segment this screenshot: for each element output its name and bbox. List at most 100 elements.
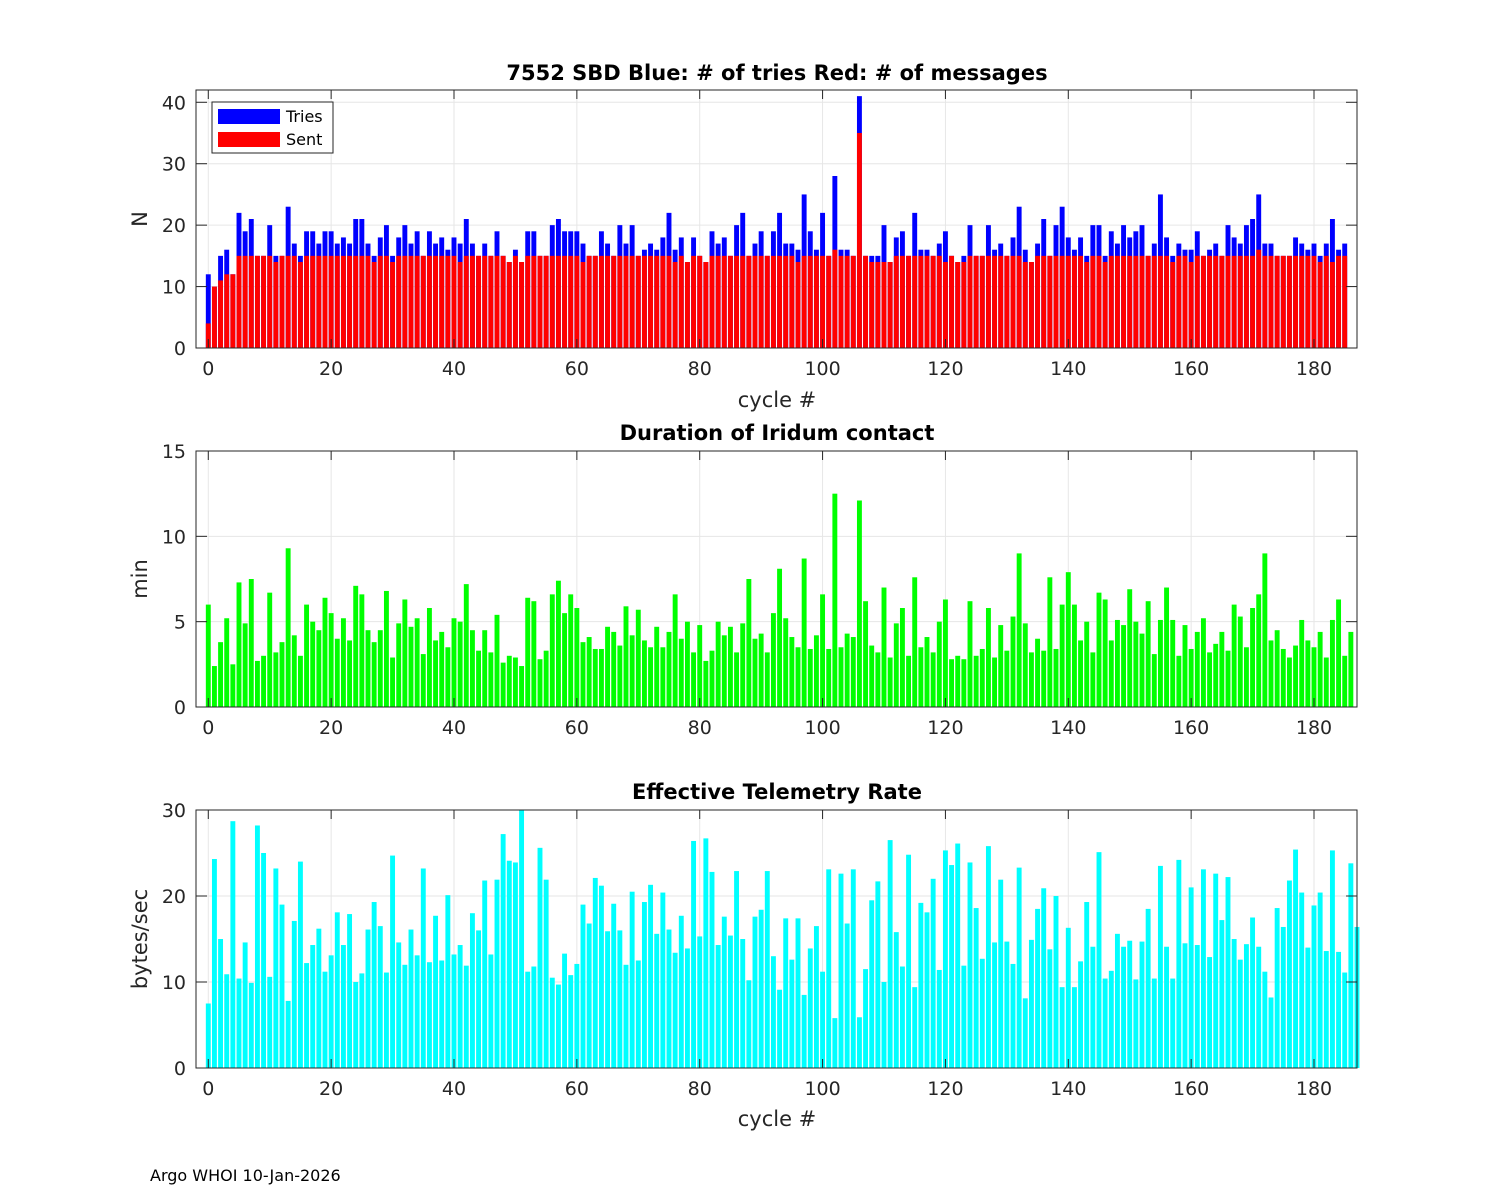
sbd-x-tick-label: 0 (202, 358, 214, 380)
duration-bar-duration (1164, 587, 1170, 707)
duration-bar-duration (285, 548, 291, 707)
duration-bar-duration (936, 621, 942, 707)
duration-bar-duration (322, 597, 328, 707)
rate-bar-rate (893, 932, 899, 1068)
duration-bar-duration (433, 640, 439, 707)
sbd-bar-sent (1219, 255, 1225, 348)
duration-bar-duration (316, 630, 322, 707)
rate-bar-rate (580, 904, 586, 1068)
sbd-bar-sent (218, 280, 224, 348)
duration-bar-duration (1280, 648, 1286, 707)
sbd-bar-sent (641, 255, 647, 348)
rate-bar-rate (1041, 888, 1047, 1068)
duration-bar-duration (1286, 657, 1292, 707)
sbd-bar-sent (801, 255, 807, 348)
sbd-bar-sent (371, 262, 377, 348)
sbd-bar-sent (979, 255, 985, 348)
sbd-bar-sent (1164, 255, 1170, 348)
rate-bar-rate (1139, 941, 1145, 1068)
rate-bar-rate (512, 862, 518, 1068)
rate-bar-rate (224, 974, 230, 1068)
rate-bar-rate (322, 971, 328, 1068)
duration-bar-duration (1342, 655, 1348, 707)
sbd-x-tick-label: 160 (1173, 358, 1209, 380)
sbd-bar-sent (930, 255, 936, 348)
rate-bar-rate (1004, 941, 1010, 1068)
rate-bar-rate (783, 918, 789, 1068)
rate-bar-rate (328, 955, 334, 1068)
sbd-bar-sent (973, 255, 979, 348)
duration-bar-duration (568, 594, 574, 707)
duration-bar-duration (273, 652, 279, 707)
duration-bar-duration (519, 666, 525, 707)
rate-bar-rate (230, 821, 236, 1068)
duration-bar-duration (1090, 652, 1096, 707)
sbd-bar-sent (672, 262, 678, 348)
sbd-bar-sent (531, 255, 537, 348)
duration-x-tick-label: 100 (804, 717, 840, 739)
rate-x-tick-label: 100 (804, 1078, 840, 1100)
rate-bar-rate (875, 881, 881, 1068)
rate-bar-rate (211, 859, 217, 1068)
sbd-bar-sent (758, 255, 764, 348)
sbd-bar-sent (1059, 255, 1065, 348)
rate-x-tick-label: 160 (1173, 1078, 1209, 1100)
sbd-bar-sent (1108, 255, 1114, 348)
duration-x-tick-label: 140 (1050, 717, 1086, 739)
rate-bar-rate (777, 989, 783, 1068)
sbd-bar-sent (1078, 255, 1084, 348)
sbd-tries-panel: 7552 SBD Blue: # of tries Red: # of mess… (128, 61, 1358, 412)
sbd-bar-sent (881, 262, 887, 348)
rate-x-tick-label: 60 (565, 1078, 589, 1100)
duration-bar-duration (985, 608, 991, 707)
rate-bar-rate (463, 965, 469, 1068)
sbd-bar-sent (727, 255, 733, 348)
rate-bar-rate (740, 939, 746, 1068)
duration-bar-duration (1213, 643, 1219, 707)
sbd-bar-sent (377, 255, 383, 348)
duration-bar-duration (1336, 599, 1342, 707)
rate-x-axis-label: cycle # (738, 1107, 817, 1131)
sbd-x-tick-label: 180 (1296, 358, 1332, 380)
duration-bar-duration (211, 666, 217, 707)
rate-bar-rate (445, 895, 451, 1068)
sbd-bar-sent (1243, 255, 1249, 348)
rate-bar-rate (1348, 863, 1354, 1068)
duration-bar-duration (426, 608, 432, 707)
sbd-bar-sent (1096, 255, 1102, 348)
duration-bar-duration (531, 601, 537, 707)
duration-bar-duration (617, 645, 623, 707)
rate-bar-rate (353, 982, 359, 1068)
duration-bar-duration (1176, 655, 1182, 707)
rate-bar-rate (1317, 892, 1323, 1068)
sbd-bar-sent (519, 262, 525, 348)
sbd-bar-sent (1280, 255, 1286, 348)
sbd-bar-sent (316, 255, 322, 348)
rate-bar-rate (906, 854, 912, 1068)
sbd-bar-sent (912, 255, 918, 348)
sbd-bar-sent (844, 255, 850, 348)
duration-bar-duration (1299, 619, 1305, 707)
rate-bar-rate (1237, 959, 1243, 1068)
rate-bar-rate (1059, 987, 1065, 1068)
sbd-bar-sent (580, 262, 586, 348)
duration-bar-duration (1293, 645, 1299, 707)
duration-bar-duration (752, 638, 758, 707)
sbd-bar-sent (1176, 255, 1182, 348)
sbd-bar-sent (242, 255, 248, 348)
duration-bar-duration (746, 579, 752, 707)
duration-bar-duration (1311, 647, 1317, 707)
rate-bar-rate (666, 929, 672, 1068)
rate-bar-rate (598, 885, 604, 1068)
sbd-bar-sent (549, 255, 555, 348)
rate-bar-rate (684, 948, 690, 1068)
rate-bar-rate (863, 969, 869, 1068)
duration-bar-duration (1170, 619, 1176, 707)
sbd-bar-sent (1004, 255, 1010, 348)
sbd-x-tick-label: 120 (927, 358, 963, 380)
sbd-bar-sent (795, 262, 801, 348)
sbd-bar-sent (1237, 255, 1243, 348)
rate-bar-rate (1053, 896, 1059, 1068)
sbd-bar-sent (875, 262, 881, 348)
rate-bar-rate (488, 954, 494, 1068)
